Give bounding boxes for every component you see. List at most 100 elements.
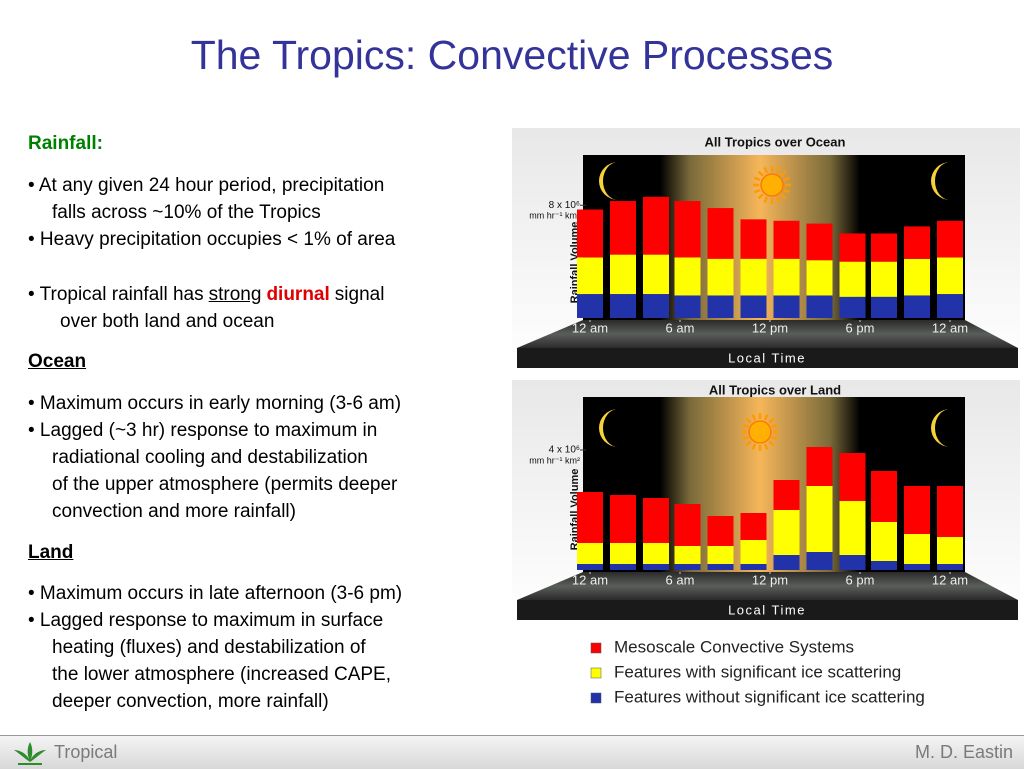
bullet-continuation: the lower atmosphere (increased CAPE,: [52, 664, 391, 685]
bar-segment: [904, 534, 930, 564]
bar-segment: [773, 480, 800, 510]
bar-segment: [674, 257, 701, 296]
bar-segment: [707, 516, 734, 546]
bar-segment: [740, 295, 767, 318]
footer-right: M. D. Eastin: [914, 742, 1013, 762]
x-tick-label: 12 pm: [752, 572, 788, 587]
x-axis-label: Local Time: [728, 602, 806, 617]
sun-ray: [741, 435, 749, 441]
sun-ray: [757, 170, 764, 177]
ground: [517, 572, 1018, 600]
bar-segment: [577, 257, 603, 295]
legend-swatch: [590, 667, 602, 679]
moon-icon: [931, 409, 950, 447]
sun-ray: [775, 196, 781, 204]
moon-icon: [599, 409, 618, 447]
sun-icon: [748, 420, 772, 444]
x-tick-label: 6 pm: [846, 320, 875, 335]
bar-segment: [643, 543, 669, 564]
section-heading: Rainfall:: [28, 133, 103, 154]
bar-segment: [773, 510, 800, 555]
bar-segment: [773, 220, 800, 259]
time-strip: [517, 348, 1018, 368]
bullet-continuation: falls across ~10% of the Tropics: [52, 202, 321, 223]
bar-segment: [871, 561, 897, 570]
chart-title: All Tropics over Land: [709, 382, 841, 397]
x-tick-label: 12 am: [572, 320, 608, 335]
x-tick-label: 6 pm: [846, 572, 875, 587]
bar-segment: [707, 546, 734, 564]
bar-segment: [806, 295, 833, 318]
y-unit: mm hr⁻¹ km²: [529, 211, 580, 221]
slide-title: The Tropics: Convective Processes: [190, 32, 834, 78]
time-strip: [517, 600, 1018, 620]
legend-label: Mesoscale Convective Systems: [614, 637, 854, 656]
bar-segment: [577, 294, 603, 318]
y-tick-label: 8 x 10⁶: [549, 200, 580, 211]
sun-ray: [763, 166, 769, 174]
bullet: • At any given 24 hour period, precipita…: [28, 175, 385, 196]
bar-segment: [871, 522, 897, 561]
bar-segment: [904, 564, 930, 570]
bar-segment: [707, 258, 734, 296]
bar-segment: [707, 564, 734, 570]
legend-label: Features without significant ice scatter…: [614, 687, 925, 706]
sun-ray: [763, 443, 769, 451]
bullet: • Maximum occurs in late afternoon (3-6 …: [28, 583, 403, 604]
sun-ray: [763, 196, 769, 204]
bullet-continuation: radiational cooling and destabilization: [52, 447, 368, 468]
section-heading: Land: [28, 542, 74, 563]
x-tick-label: 12 am: [932, 572, 968, 587]
bar-segment: [871, 471, 897, 522]
bar-segment: [773, 555, 800, 570]
bar-segment: [707, 208, 734, 259]
bar-segment: [740, 513, 767, 540]
bar-segment: [904, 226, 930, 259]
moon-icon: [931, 162, 950, 200]
bar-segment: [577, 543, 603, 564]
legend-swatch: [590, 692, 602, 704]
bar-segment: [577, 492, 603, 543]
bar-segment: [839, 453, 866, 501]
bar-segment: [937, 537, 963, 564]
x-tick-label: 6 am: [666, 572, 695, 587]
ground: [517, 320, 1018, 348]
bar-segment: [674, 564, 701, 570]
bar-segment: [740, 258, 767, 296]
bar-segment: [643, 564, 669, 570]
sun-ray: [771, 435, 779, 441]
logo: [14, 742, 46, 765]
bar-segment: [937, 564, 963, 570]
y-unit: mm hr⁻¹ km²: [529, 455, 580, 465]
bar-segment: [577, 564, 603, 570]
bar-segment: [773, 295, 800, 318]
bullet-continuation: convection and more rainfall): [52, 501, 296, 522]
bar-segment: [773, 258, 800, 296]
bullet-continuation: deeper convection, more rainfall): [52, 691, 329, 712]
bar-segment: [577, 209, 603, 258]
bar-segment: [610, 543, 636, 564]
sun-ray: [745, 440, 752, 447]
sun-ray: [763, 413, 769, 421]
bar-segment: [871, 233, 897, 262]
y-tick-label: 4 x 10⁶: [549, 445, 580, 456]
sun-ray: [768, 440, 775, 447]
bar-segment: [806, 223, 833, 261]
bar-segment: [871, 296, 897, 318]
bar-segment: [610, 254, 636, 295]
legend-swatch: [590, 642, 602, 654]
section-heading: Ocean: [28, 351, 87, 372]
bar-segment: [674, 201, 701, 258]
footer: Tropical M. D. Eastin: [0, 735, 1024, 769]
bullet: • Heavy precipitation occupies < 1% of a…: [28, 229, 396, 250]
bar-segment: [937, 486, 963, 537]
x-axis-label: Local Time: [728, 350, 806, 365]
bar-segment: [839, 233, 866, 262]
bar-segment: [904, 295, 930, 318]
bar-segment: [610, 201, 636, 255]
bar-segment: [839, 261, 866, 297]
bar-segment: [740, 564, 767, 570]
bullet-text: signal: [334, 284, 385, 305]
